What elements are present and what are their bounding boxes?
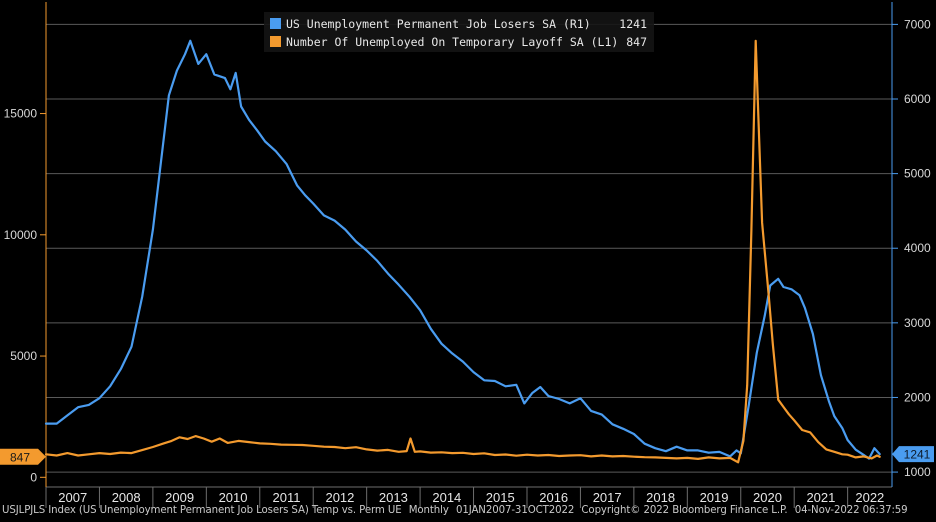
series-line-permanent-job-losers	[44, 39, 881, 460]
footer-title: USJLPJLS Index (US Unemployment Permanen…	[2, 505, 402, 516]
series-line-temporary-layoff	[44, 39, 881, 464]
left-last-value-text: 847	[10, 450, 30, 464]
series-lines	[44, 39, 881, 464]
x-axis-band-bg	[0, 487, 936, 508]
axes: 1000 2000 3000 4000 5000 6000 7000 0 5000 10000 15…	[4, 2, 931, 487]
left-tick-label-5000: 5000	[10, 349, 37, 363]
legend-value-0: 1241	[619, 17, 647, 31]
legend: US Unemployment Permanent Job Losers SA …	[264, 12, 654, 52]
right-last-value-text: 1241	[904, 448, 931, 462]
legend-box	[264, 12, 654, 52]
legend-swatch-0	[270, 18, 281, 29]
left-tick-label-0: 0	[30, 470, 37, 484]
footer-copyright: Copyright© 2022 Bloomberg Finance L.P.	[581, 505, 788, 516]
x-tick-label-2015: 2015	[486, 490, 515, 505]
legend-value-1: 847	[626, 35, 647, 49]
x-tick-label-2010: 2010	[219, 490, 248, 505]
x-axis-bands: 2007 2008 2009 2010 2011 2012 2013 2014 2015 2016…	[0, 486, 936, 508]
left-tick-label-10000: 10000	[4, 228, 38, 242]
x-tick-label-2011: 2011	[273, 490, 301, 505]
footer-date-range: 01JAN2007-31OCT2022	[455, 505, 575, 516]
right-tick-label-3000: 3000	[904, 316, 931, 330]
right-tick-label-1000: 1000	[904, 465, 931, 479]
right-tick-label-4000: 4000	[904, 241, 931, 255]
x-tick-label-2019: 2019	[700, 490, 729, 505]
legend-label-0: US Unemployment Permanent Job Losers SA …	[286, 17, 591, 31]
right-last-value-tag	[892, 446, 934, 463]
x-tick-label-2012: 2012	[325, 490, 354, 505]
x-tick-label-2021: 2021	[806, 490, 835, 505]
left-last-value-tag	[0, 448, 46, 465]
right-tick-label-6000: 6000	[904, 92, 931, 106]
x-tick-label-2008: 2008	[112, 490, 141, 505]
x-tick-label-2013: 2013	[379, 490, 408, 505]
legend-label-1: Number Of Unemployed On Temporary Layoff…	[286, 35, 618, 49]
x-tick-label-2007: 2007	[58, 490, 87, 505]
x-tick-label-2009: 2009	[165, 490, 194, 505]
x-tick-label-2020: 2020	[753, 490, 782, 505]
gridlines	[46, 23, 892, 473]
chart-footer: USJLPJLS Index (US Unemployment Permanen…	[2, 505, 934, 521]
legend-swatch-1	[270, 36, 281, 47]
x-tick-label-2018: 2018	[646, 490, 675, 505]
x-tick-label-2022: 2022	[855, 490, 884, 505]
footer-timestamp: 04-Nov-2022 06:37:59	[794, 505, 908, 516]
last-value-tags: 1241 847	[0, 446, 934, 465]
left-tick-label-15000: 15000	[4, 107, 38, 121]
footer-frequency: Monthly	[408, 505, 449, 516]
x-tick-label-2016: 2016	[539, 490, 568, 505]
right-tick-label-2000: 2000	[904, 390, 931, 404]
x-tick-label-2017: 2017	[593, 490, 622, 505]
right-tick-label-7000: 7000	[904, 17, 931, 31]
x-tick-label-2014: 2014	[432, 490, 461, 505]
right-tick-label-5000: 5000	[904, 167, 931, 181]
